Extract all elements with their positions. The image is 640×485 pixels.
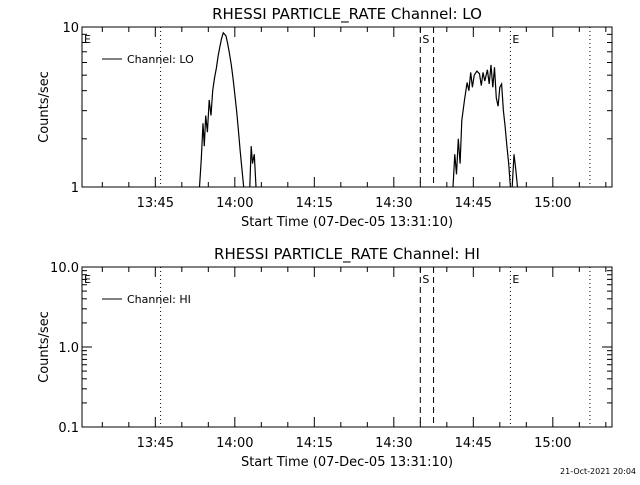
panel-1-x-tick-label: 14:15	[296, 196, 333, 211]
panel-1-x-tick-label: 14:00	[216, 196, 253, 211]
panel-1-y-tick-label: 10	[62, 21, 79, 36]
panel-2-legend-label: Channel: HI	[127, 293, 191, 306]
panel-2-axes-frame	[81, 266, 613, 428]
panel-1-event-marker-e: E	[512, 33, 519, 46]
panel-2-x-tick-label: 14:00	[216, 436, 253, 451]
panel-1-title: RHESSI PARTICLE_RATE Channel: LO	[212, 5, 482, 24]
panel-1-x-tick-label: 14:30	[375, 196, 412, 211]
panel-2-y-axis-label: Counts/sec	[37, 311, 52, 383]
panel-1-series-line	[511, 154, 519, 188]
panel-2-x-axis-label: Start Time (07-Dec-05 13:31:10)	[241, 455, 453, 470]
panel-1-legend-label: Channel: LO	[127, 53, 194, 66]
panel-2-title: RHESSI PARTICLE_RATE Channel: HI	[214, 245, 480, 264]
panel-1-axes-frame	[81, 26, 613, 188]
panel-1-series-line	[249, 146, 257, 188]
panel-1-x-tick-label: 14:45	[455, 196, 492, 211]
panel-2-x-tick-label: 15:00	[534, 436, 571, 451]
panel-1-event-marker-e: E	[84, 33, 91, 46]
panel-1-event-marker-s: S	[422, 33, 429, 46]
panel-2-x-tick-label: 13:45	[137, 436, 174, 451]
panel-2-y-tick-label: 10.0	[50, 261, 79, 276]
panel-2-x-tick-label: 14:15	[296, 436, 333, 451]
timestamp-label: 21-Oct-2021 20:04	[560, 467, 636, 476]
panel-1-series-line	[198, 31, 245, 188]
panel-1-x-axis-label: Start Time (07-Dec-05 13:31:10)	[241, 215, 453, 230]
panel-2-x-tick-label: 14:30	[375, 436, 412, 451]
panel-2-event-marker-s: S	[422, 273, 429, 286]
panel-1-y-axis-label: Counts/sec	[37, 71, 52, 143]
panel-2-y-tick-label: 1.0	[58, 341, 79, 356]
panel-2-group: RHESSI PARTICLE_RATE Channel: HI Start Ti…	[37, 245, 613, 470]
panel-1-x-tick-label: 15:00	[534, 196, 571, 211]
panel-2-event-marker-e: E	[84, 273, 91, 286]
panel-2-event-marker-e: E	[512, 273, 519, 286]
panel-2-y-tick-label: 0.1	[58, 421, 79, 436]
panel-2-x-tick-label: 14:45	[455, 436, 492, 451]
panel-1-x-tick-label: 13:45	[137, 196, 174, 211]
panel-1-group: RHESSI PARTICLE_RATE Channel: LO Start Ti…	[37, 5, 613, 230]
panel-1-series-line	[452, 64, 511, 188]
panel-1-y-tick-label: 1	[71, 181, 79, 196]
